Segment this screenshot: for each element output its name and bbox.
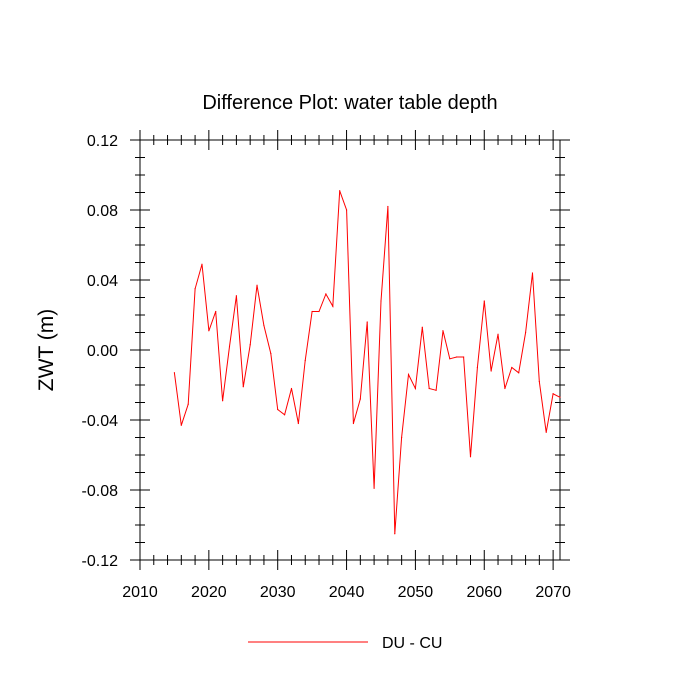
- data-point: [352, 422, 355, 425]
- x-tick-label: 2010: [122, 584, 158, 601]
- data-point: [187, 403, 189, 405]
- y-tick-label: 0.08: [87, 203, 118, 220]
- plot-frame: [139, 139, 561, 561]
- data-point: [518, 372, 520, 374]
- data-point: [559, 396, 561, 398]
- y-axis-label: ZWT (m): [35, 309, 58, 391]
- x-tick-label: 2060: [466, 584, 502, 601]
- data-point: [380, 300, 382, 302]
- legend: DU - CU: [248, 635, 442, 652]
- data-point: [222, 400, 224, 402]
- data-point: [483, 300, 485, 302]
- data-point: [531, 272, 534, 274]
- series-line-0: [173, 190, 561, 534]
- data-point: [394, 533, 396, 535]
- data-point: [215, 310, 217, 313]
- data-point: [524, 331, 527, 334]
- data-point: [332, 305, 334, 307]
- data-point: [290, 387, 293, 390]
- data-point: [345, 209, 348, 211]
- data-point: [511, 366, 513, 369]
- data-point: [407, 373, 410, 376]
- data-point: [490, 370, 492, 372]
- data-point: [469, 456, 472, 458]
- data-point: [552, 393, 554, 395]
- data-point: [304, 359, 306, 362]
- chart-title: Difference Plot: water table depth: [202, 92, 497, 114]
- x-tick-label: 2050: [398, 584, 434, 601]
- axis-tick-labels: -0.12 -0.08 -0.04 0.00 0.04 0.08 0.12 2010 2020 2…: [82, 133, 571, 601]
- data-point: [545, 431, 547, 433]
- data-point: [208, 330, 210, 332]
- data-point: [428, 387, 430, 390]
- data-point: [235, 295, 237, 297]
- x-tick-label: 2040: [329, 584, 365, 601]
- x-tick-label: 2070: [535, 584, 571, 601]
- x-tick-label: 2020: [191, 584, 227, 601]
- y-tick-label: 0.04: [87, 273, 118, 290]
- data-point: [538, 380, 540, 383]
- data-point: [283, 414, 286, 416]
- data-point: [449, 358, 451, 360]
- y-tick-label: 0.00: [87, 343, 118, 360]
- data-point: [277, 408, 279, 411]
- data-point: [256, 284, 258, 286]
- y-tick-label: -0.04: [82, 413, 119, 430]
- x-tick-label: 2030: [260, 584, 296, 601]
- data-point: [180, 424, 182, 426]
- data-point: [201, 263, 203, 265]
- data-point: [497, 333, 499, 335]
- y-tick-label: 0.12: [87, 133, 118, 150]
- data-series: [173, 190, 561, 535]
- data-point: [456, 356, 458, 358]
- data-point: [249, 344, 251, 346]
- legend-label-du-cu: DU - CU: [382, 635, 442, 652]
- data-point: [173, 372, 176, 374]
- data-point: [442, 330, 444, 332]
- y-tick-label: -0.12: [82, 553, 119, 570]
- data-point: [435, 389, 437, 391]
- data-point: [339, 190, 341, 192]
- data-point: [325, 293, 327, 295]
- axis-ticks: [130, 130, 570, 570]
- data-point: [387, 205, 389, 208]
- data-point: [414, 387, 417, 390]
- data-point: [476, 366, 478, 369]
- data-point: [421, 326, 423, 328]
- data-point: [504, 387, 506, 390]
- data-point: [263, 324, 265, 327]
- data-point: [228, 345, 231, 348]
- data-point: [194, 288, 196, 290]
- data-point: [401, 436, 403, 439]
- data-point: [373, 487, 375, 489]
- data-point: [242, 386, 244, 388]
- data-point: [366, 321, 368, 323]
- data-point: [463, 356, 465, 358]
- data-point: [359, 398, 361, 400]
- data-point: [318, 310, 320, 313]
- data-point: [270, 352, 272, 355]
- y-tick-label: -0.08: [82, 483, 119, 500]
- data-point: [297, 422, 299, 425]
- data-point: [311, 310, 313, 313]
